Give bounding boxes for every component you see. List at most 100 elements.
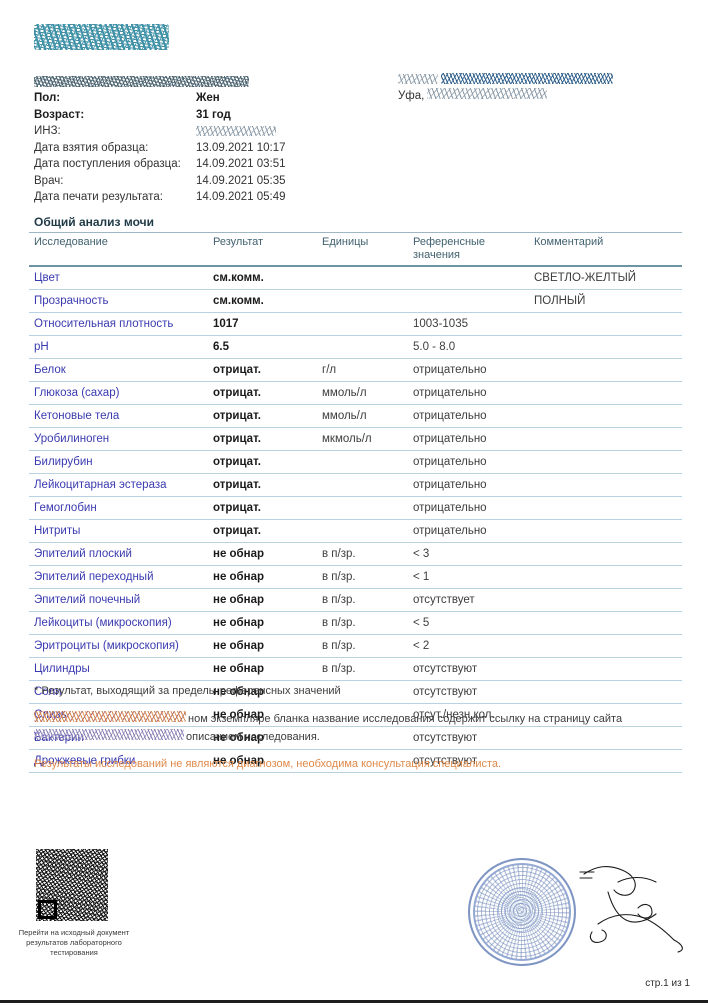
electronic-copy-text-1: ном экземпляре бланка название исследова…: [188, 713, 623, 725]
cell-test-name[interactable]: Эритроциты (микроскопия): [29, 634, 208, 658]
cell-units: в п/зр.: [317, 657, 408, 681]
table-row: Лейкоциты (микроскопия) не обнар в п/зр. < …: [29, 611, 682, 635]
cell-units: [317, 473, 408, 497]
cell-test-name[interactable]: Цилиндры: [29, 657, 208, 681]
table-row: Относительная плотность 1017 1003-1035: [29, 312, 682, 336]
cell-units: мкмоль/л: [317, 427, 408, 451]
cell-test-name[interactable]: Эпителий переходный: [29, 565, 208, 589]
cell-reference: 5.0 - 8.0: [408, 335, 529, 359]
cell-comment: СВЕТЛО-ЖЕЛТЫЙ: [529, 266, 682, 290]
cell-test-name[interactable]: Эпителий плоский: [29, 542, 208, 566]
results-table-head: Исследование Результат Единицы Референсн…: [29, 232, 682, 267]
qr-caption: Перейти на исходный документ результатов…: [18, 928, 130, 957]
cell-reference: < 2: [408, 634, 529, 658]
cell-test-name[interactable]: Уробилиноген: [29, 427, 208, 451]
cell-test-name[interactable]: Прозрачность: [29, 289, 208, 313]
info-value-sample-taken: 13.09.2021 10:17: [196, 141, 286, 154]
cell-comment: [529, 381, 682, 405]
inz-redacted-mark: [196, 125, 276, 136]
cell-result: отрицат.: [208, 358, 317, 382]
cell-test-name[interactable]: Белок: [29, 358, 208, 382]
qr-code[interactable]: [36, 849, 108, 921]
cell-result: не обнар: [208, 588, 317, 612]
cell-test-name[interactable]: Дрожжевые грибки: [29, 749, 208, 773]
column-header-comment: Комментарий: [529, 232, 682, 267]
cell-comment: ПОЛНЫЙ: [529, 289, 682, 313]
cell-units: [317, 749, 408, 773]
table-row: Нитриты отрицат. отрицательно: [29, 519, 682, 543]
cell-reference: отрицательно: [408, 427, 529, 451]
cell-reference: отсутствует: [408, 588, 529, 612]
table-row: Эпителий переходный не обнар в п/зр. < 1: [29, 565, 682, 589]
info-label-print-date: Дата печати результата:: [34, 191, 163, 203]
cell-comment: [529, 634, 682, 658]
cell-result: отрицат.: [208, 496, 317, 520]
cell-test-name[interactable]: Цвет: [29, 266, 208, 290]
cell-reference: отсут./незн.кол.: [408, 703, 529, 727]
cell-result: не обнар: [208, 749, 317, 773]
electronic-copy-redacted-2: [34, 729, 184, 740]
bottom-rule: [0, 1000, 708, 1003]
info-value-age: 31 год: [196, 108, 231, 121]
results-table-wrapper: Исследование Результат Единицы Референсн…: [29, 232, 682, 773]
info-label-inz: ИНЗ:: [34, 125, 61, 137]
info-label-sample-received: Дата поступления образца:: [34, 158, 181, 170]
cell-reference: < 3: [408, 542, 529, 566]
table-row: Гемоглобин отрицат. отрицательно: [29, 496, 682, 520]
table-row: Эритроциты (микроскопия) не обнар в п/зр. <…: [29, 634, 682, 658]
table-row: Билирубин отрицат. отрицательно: [29, 450, 682, 474]
table-row: Белок отрицат. г/л отрицательно: [29, 358, 682, 382]
cell-reference: 1003-1035: [408, 312, 529, 336]
info-row-sex: Пол: Жен: [34, 90, 374, 107]
cell-result: не обнар: [208, 542, 317, 566]
page-number: стр.1 из 1: [645, 978, 690, 989]
info-label-sample-taken: Дата взятия образца:: [34, 141, 149, 154]
cell-reference: отрицательно: [408, 358, 529, 382]
cell-reference: отрицательно: [408, 473, 529, 497]
notes-block: * Результат, выходящий за пределы рефере…: [34, 683, 654, 772]
cell-test-name[interactable]: Эпителий почечный: [29, 588, 208, 612]
table-row: Соли не обнар отсутствуют: [29, 680, 682, 704]
clinic-line2-redacted: [441, 72, 614, 84]
cell-units: ммоль/л: [317, 381, 408, 405]
table-row: Цвет см.комм. СВЕТЛО-ЖЕЛТЫЙ: [29, 266, 682, 290]
cell-reference: отсутствуют: [408, 657, 529, 681]
cell-units: в п/зр.: [317, 565, 408, 589]
cell-units: в п/зр.: [317, 611, 408, 635]
info-row-sample-taken: Дата взятия образца: 13.09.2021 10:17: [34, 140, 374, 157]
table-row: Глюкоза (сахар) отрицат. ммоль/л отрицатель…: [29, 381, 682, 405]
cell-reference: < 1: [408, 565, 529, 589]
cell-test-name[interactable]: Глюкоза (сахар): [29, 381, 208, 405]
cell-test-name[interactable]: Билирубин: [29, 450, 208, 474]
cell-comment: [529, 519, 682, 543]
cell-units: в п/зр.: [317, 588, 408, 612]
electronic-copy-redacted-1: [34, 711, 186, 722]
cell-units: ммоль/л: [317, 404, 408, 428]
cell-test-name[interactable]: Относительная плотность: [29, 312, 208, 336]
info-value-sex: Жен: [196, 92, 220, 104]
electronic-copy-note: ном экземпляре бланка название исследова…: [34, 711, 654, 745]
cell-reference: отсутствуют: [408, 726, 529, 750]
cell-units: [317, 266, 408, 290]
cell-test-name[interactable]: Кетоновые тела: [29, 404, 208, 428]
clinic-address-line: Уфа,: [398, 88, 678, 104]
cell-test-name[interactable]: Соли: [29, 680, 208, 704]
cell-test-name[interactable]: Лейкоцитарная эстераза: [29, 473, 208, 497]
cell-units: [317, 289, 408, 313]
cell-test-name[interactable]: pH: [29, 335, 208, 359]
cell-comment: [529, 611, 682, 635]
cell-test-name[interactable]: Нитриты: [29, 519, 208, 543]
cell-comment: [529, 496, 682, 520]
cell-comment: [529, 404, 682, 428]
column-header-reference: Референсные значения: [408, 232, 529, 267]
cell-result: не обнар: [208, 657, 317, 681]
cell-result: см.комм.: [208, 289, 317, 313]
cell-result: не обнар: [208, 726, 317, 750]
column-header-units: Единицы: [317, 232, 408, 267]
cell-test-name[interactable]: Гемоглобин: [29, 496, 208, 520]
info-label-doctor: Врач:: [34, 174, 64, 187]
cell-test-name[interactable]: Лейкоциты (микроскопия): [29, 611, 208, 635]
cell-result: см.комм.: [208, 266, 317, 290]
cell-units: [317, 726, 408, 750]
